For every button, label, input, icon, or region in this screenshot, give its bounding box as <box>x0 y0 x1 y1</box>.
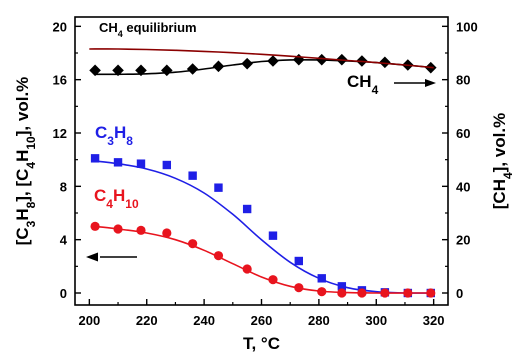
c3h8-point <box>162 160 172 170</box>
right-axis-ticks: 0 20 40 60 80 100 <box>442 19 478 301</box>
c3h8-label: C3H8 <box>95 123 133 148</box>
c3h8-point <box>136 159 146 168</box>
ch4-point <box>293 53 305 66</box>
c3h8-point <box>242 204 252 214</box>
series-c4h10 <box>90 221 436 298</box>
ch4-point <box>267 55 279 67</box>
c4h10-point <box>268 275 278 285</box>
c4h10-point <box>357 288 367 298</box>
ch4-point <box>241 57 253 70</box>
ch4-point <box>379 56 391 69</box>
ch4-point <box>135 64 147 77</box>
c4h10-point <box>403 288 413 298</box>
left-axis-label: [C3H8], [C4H10], vol.% <box>13 77 38 246</box>
x-axis-ticks: 200 220 240 260 280 300 320 <box>78 299 445 328</box>
series-layer <box>89 48 437 298</box>
c3h8-point <box>188 171 197 180</box>
ch4-point <box>112 64 124 77</box>
equilibrium-label: CH4 equilibrium <box>99 20 197 39</box>
c4h10-label: C4H10 <box>94 186 139 211</box>
series-c3h8 <box>90 154 435 298</box>
c4h10-point <box>213 251 224 261</box>
right-axis-label-group: [CH4], vol.% <box>490 113 515 210</box>
c4h10-point <box>242 264 252 274</box>
x-tick-label: 320 <box>423 313 445 328</box>
c3h8-point <box>337 282 347 291</box>
ch4-point <box>186 63 199 75</box>
left-axis-arrow <box>86 252 137 262</box>
x-tick-label: 240 <box>193 313 215 328</box>
series-ch4 <box>89 53 437 77</box>
c4h10-point <box>162 228 172 238</box>
x-axis-label: T, °C <box>243 334 280 353</box>
right-tick-label: 0 <box>456 286 463 301</box>
c4h10-point <box>317 287 327 297</box>
c3h8-point <box>268 231 278 240</box>
c3h8-point <box>113 158 123 167</box>
x-tick-label: 220 <box>136 313 158 328</box>
c4h10-line <box>94 225 434 294</box>
left-tick-label: 8 <box>60 179 67 194</box>
plot-frame <box>74 16 449 306</box>
c4h10-point <box>188 239 198 249</box>
c3h8-point <box>294 256 303 266</box>
ch4-point <box>212 60 225 73</box>
left-tick-label: 12 <box>53 126 67 141</box>
c4h10-point <box>136 225 146 235</box>
c4h10-point <box>294 283 304 293</box>
right-tick-label: 80 <box>456 73 470 88</box>
left-tick-label: 4 <box>60 233 68 248</box>
ch4-arrow <box>394 79 436 87</box>
x-tick-label: 280 <box>308 313 330 328</box>
right-tick-label: 100 <box>456 19 478 34</box>
c3h8-point <box>317 274 326 283</box>
right-axis-label: [CH4], vol.% <box>490 113 515 210</box>
series-ch4-equilibrium <box>89 48 434 69</box>
ch4-point <box>315 53 328 66</box>
ch4-point <box>89 64 101 77</box>
c4h10-point <box>113 224 123 234</box>
left-tick-label: 0 <box>60 286 67 301</box>
right-tick-label: 20 <box>456 233 470 248</box>
c4h10-point <box>426 288 436 298</box>
left-tick-label: 20 <box>53 19 67 34</box>
right-tick-label: 60 <box>456 126 470 141</box>
ch4-label: CH4 <box>347 72 379 97</box>
c4h10-point <box>90 221 100 231</box>
ch4-point <box>161 64 173 77</box>
right-tick-label: 40 <box>456 179 470 194</box>
c3h8-line <box>95 160 434 294</box>
x-tick-label: 200 <box>78 313 100 328</box>
left-axis-ticks: 0 4 8 12 16 20 <box>53 19 81 301</box>
c4h10-point <box>337 288 347 298</box>
left-axis-label-group: [C3H8], [C4H10], vol.% <box>13 77 38 246</box>
ch4-equilibrium-line <box>89 48 434 69</box>
x-tick-label: 300 <box>365 313 387 328</box>
c3h8-point <box>90 154 100 163</box>
c3h8-point <box>214 183 223 192</box>
left-tick-label: 16 <box>53 73 67 88</box>
c4h10-point <box>380 288 390 298</box>
x-tick-label: 260 <box>251 313 273 328</box>
